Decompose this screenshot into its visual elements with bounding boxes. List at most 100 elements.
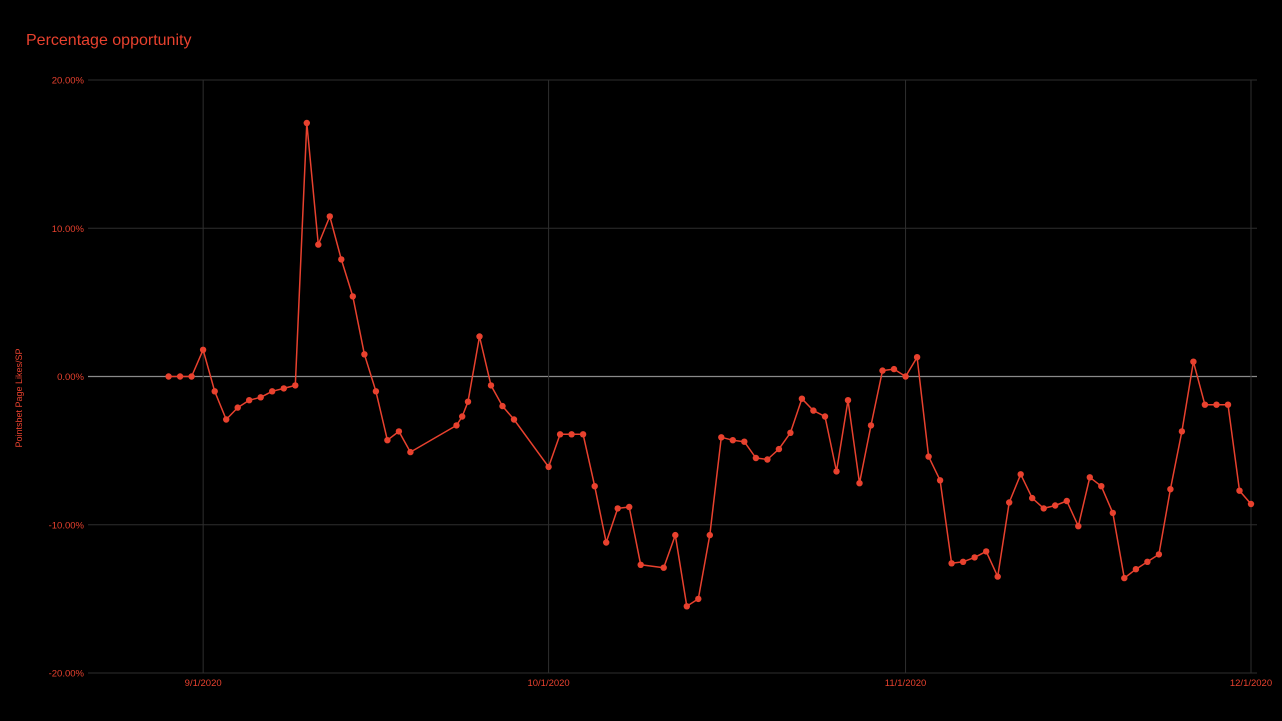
data-point <box>257 394 264 401</box>
chart-title: Percentage opportunity <box>26 32 192 49</box>
data-point <box>234 404 241 411</box>
data-point <box>476 333 483 340</box>
data-point <box>407 448 414 456</box>
data-point <box>798 395 806 402</box>
data-point <box>269 388 276 395</box>
data-point <box>925 453 932 460</box>
series-line-group <box>168 122 1252 608</box>
data-point <box>1213 401 1220 408</box>
data-point <box>1224 401 1232 408</box>
data-point <box>372 388 380 395</box>
data-point <box>165 373 172 380</box>
data-point <box>626 503 633 511</box>
y-tick-label: 10.00% <box>52 224 85 235</box>
y-tick-label: -10.00% <box>49 520 85 531</box>
x-tick-label: 11/1/2020 <box>885 678 927 689</box>
data-point <box>902 373 909 380</box>
data-point <box>660 564 667 571</box>
data-point <box>395 428 403 435</box>
data-point <box>1075 523 1082 530</box>
data-point <box>556 431 564 438</box>
data-point <box>568 431 575 438</box>
data-point <box>890 365 898 373</box>
data-point <box>810 407 817 414</box>
data-point <box>833 468 840 475</box>
data-point <box>821 413 829 420</box>
data-point <box>591 483 598 490</box>
data-point <box>948 560 955 567</box>
x-tick-label: 9/1/2020 <box>185 678 222 689</box>
axes: 20.00% 10.00% 0.00% -10.00% -20.00% 9/1/2020 1… <box>49 76 1273 690</box>
data-point <box>672 531 679 539</box>
data-point <box>775 445 783 453</box>
data-point <box>1247 500 1255 508</box>
data-point <box>1132 566 1140 573</box>
data-point <box>1190 358 1197 365</box>
data-point <box>1040 505 1047 512</box>
data-point <box>1086 474 1094 481</box>
y-tick-label: -20.00% <box>49 669 85 680</box>
data-point <box>1178 428 1186 435</box>
data-point <box>752 454 760 462</box>
data-point <box>292 382 299 389</box>
data-point <box>280 385 287 392</box>
data-point <box>936 477 944 484</box>
data-point <box>695 595 702 603</box>
data-point <box>1201 401 1209 408</box>
gridlines <box>88 79 1257 674</box>
data-point <box>487 382 495 389</box>
data-point <box>464 398 472 405</box>
data-point <box>1029 494 1036 502</box>
data-point <box>361 351 368 358</box>
data-point <box>303 119 310 127</box>
data-point <box>913 354 921 361</box>
data-point <box>1109 509 1117 517</box>
data-point <box>1155 551 1163 558</box>
data-point <box>384 437 391 444</box>
data-point <box>545 463 552 471</box>
data-point <box>1006 499 1013 506</box>
data-point <box>983 548 990 555</box>
x-tick-label: 12/1/2020 <box>1230 678 1272 689</box>
data-point <box>176 373 184 380</box>
data-point <box>326 213 333 220</box>
data-point <box>1017 471 1024 478</box>
data-point <box>867 422 875 429</box>
data-point <box>959 558 967 565</box>
data-point <box>1063 497 1071 505</box>
x-tick-label: 10/1/2020 <box>527 678 569 689</box>
data-point <box>223 416 230 423</box>
data-point <box>453 422 460 429</box>
data-point <box>1052 502 1059 509</box>
data-point <box>603 539 610 546</box>
series-line <box>168 122 1252 608</box>
data-point <box>879 367 886 374</box>
data-point <box>1144 558 1151 565</box>
data-point <box>315 241 322 248</box>
data-point <box>211 388 218 395</box>
y-axis-label: Pointsbet Page Likes/SP <box>14 348 24 447</box>
data-point <box>510 416 518 423</box>
data-point <box>188 373 195 380</box>
data-point <box>1098 483 1105 490</box>
data-point <box>1167 486 1174 493</box>
data-point <box>718 434 725 441</box>
data-point <box>459 413 466 420</box>
y-tick-label: 20.00% <box>52 76 85 87</box>
data-point <box>706 531 713 539</box>
data-point <box>349 293 356 300</box>
data-point <box>741 438 748 445</box>
data-point <box>246 397 253 404</box>
data-point <box>338 256 345 263</box>
data-point <box>683 603 690 610</box>
data-point <box>579 431 587 438</box>
data-point <box>844 397 852 404</box>
data-point <box>637 561 644 568</box>
data-point <box>1236 487 1243 494</box>
data-point <box>614 505 621 512</box>
data-points <box>165 119 1255 610</box>
data-point <box>764 456 771 463</box>
data-point <box>499 402 506 410</box>
